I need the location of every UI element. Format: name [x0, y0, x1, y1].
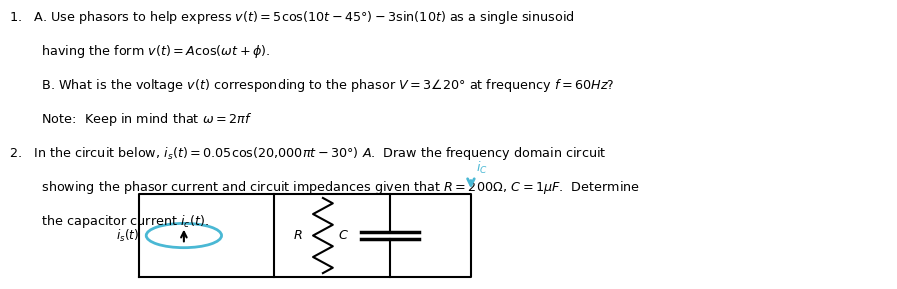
- Text: 2.   In the circuit below, $i_s(t) = 0.05\cos(20{,}000\pi t - 30°)$ $A$.  Draw t: 2. In the circuit below, $i_s(t) = 0.05\…: [9, 145, 606, 162]
- Text: Note:  Keep in mind that $\omega = 2\pi f$: Note: Keep in mind that $\omega = 2\pi f…: [9, 111, 252, 128]
- Text: $i_C$: $i_C$: [476, 160, 488, 176]
- Text: B. What is the voltage $v(t)$ corresponding to the phasor $V = 3\angle 20°$ at f: B. What is the voltage $v(t)$ correspond…: [9, 77, 614, 94]
- Text: $C$: $C$: [338, 229, 349, 242]
- Text: having the form $v(t) = A\cos(\omega t + \phi)$.: having the form $v(t) = A\cos(\omega t +…: [9, 43, 270, 60]
- Text: 1.   A. Use phasors to help express $v(t) = 5\cos(10t - 45°) - 3\sin(10t)$ as a : 1. A. Use phasors to help express $v(t) …: [9, 9, 575, 26]
- Text: showing the phasor current and circuit impedances given that $R = 200\Omega,\, C: showing the phasor current and circuit i…: [9, 179, 640, 196]
- Text: $R$: $R$: [292, 229, 302, 242]
- Text: $i_s(t)$: $i_s(t)$: [116, 227, 139, 244]
- Text: the capacitor current $i_c(t)$.: the capacitor current $i_c(t)$.: [9, 213, 209, 230]
